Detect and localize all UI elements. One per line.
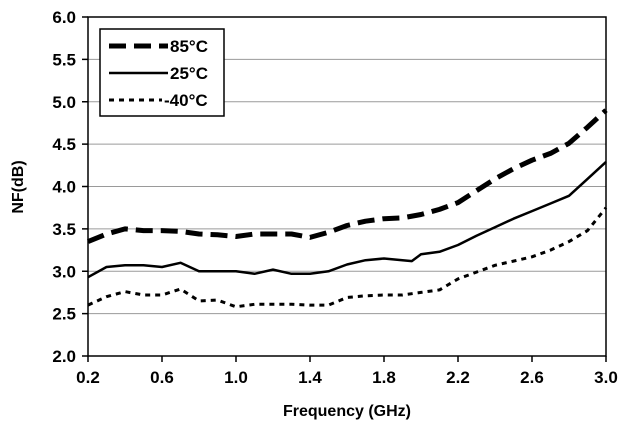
x-axis-label: Frequency (GHz): [283, 403, 411, 420]
series-line-minus40c: [87, 206, 608, 309]
x-tick-label: 0.2: [76, 368, 100, 387]
y-tick-label: 4.5: [52, 135, 76, 154]
x-tick-label: 2.6: [520, 368, 544, 387]
y-tick-label: 6.0: [52, 8, 76, 27]
y-tick-label: 2.5: [52, 305, 76, 324]
y-tick-label: 3.5: [52, 220, 76, 239]
y-axis-label: NF(dB): [10, 160, 27, 213]
x-tick-label: 2.2: [446, 368, 470, 387]
y-tick-label: 4.0: [52, 178, 76, 197]
x-axis-ticks: 0.2 0.6 1.0 1.4 1.8 2.2 2.6 3.0: [76, 356, 618, 387]
x-tick-label: 1.8: [372, 368, 396, 387]
series-line-85c: [87, 108, 608, 244]
y-tick-label: 5.5: [52, 50, 76, 69]
y-axis-ticks: 2.0 2.5 3.0 3.5 4.0 4.5 5.0 5.5 6.0: [52, 8, 88, 366]
y-tick-label: 2.0: [52, 347, 76, 366]
x-tick-label: 1.4: [298, 368, 322, 387]
legend-label-minus40c: -40°C: [164, 91, 208, 110]
legend-label-25c: 25°C: [170, 64, 208, 83]
legend-label-85c: 85°C: [170, 37, 208, 56]
legend: 85°C 25°C -40°C: [99, 28, 225, 117]
data-series: [87, 108, 608, 309]
series-line-25c: [87, 160, 607, 279]
y-tick-label: 5.0: [52, 93, 76, 112]
x-tick-label: 0.6: [150, 368, 174, 387]
x-tick-label: 3.0: [594, 368, 618, 387]
y-tick-label: 3.0: [52, 262, 76, 281]
x-tick-label: 1.0: [224, 368, 248, 387]
